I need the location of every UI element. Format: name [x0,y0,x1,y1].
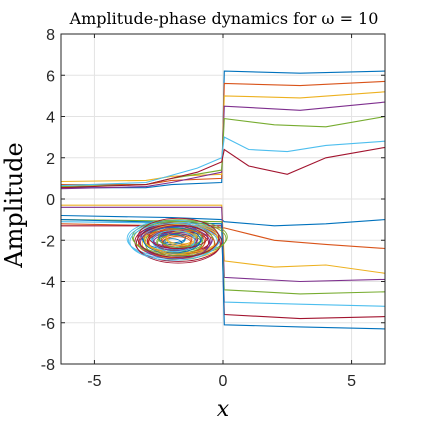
series-line [60,146,386,189]
y-tick-label: -4 [41,275,55,292]
series-line [60,91,386,183]
y-tick-label: 4 [46,110,55,127]
cluster-orbit [143,227,201,254]
cluster-orbit [137,217,220,258]
chart-title: Amplitude-phase dynamics for ω = 10 [69,9,379,28]
x-tick-label: 5 [347,373,356,390]
series-line [61,70,386,189]
y-tick-label: 0 [46,192,55,209]
plot-area [60,70,386,330]
series-line [60,214,386,227]
y-tick-label: 8 [46,27,55,44]
cluster-orbit [144,223,219,255]
x-axis-label: x [217,397,230,422]
x-tick-label: -5 [87,373,101,390]
series-line [60,101,386,190]
cluster-orbit [152,230,196,253]
tick-marks [61,33,385,365]
y-tick-label: 6 [46,68,55,85]
y-tick-label: -8 [41,357,55,374]
series-line [61,204,386,274]
cluster-orbit [153,233,198,251]
cluster-orbit [140,226,211,260]
y-axis-label: Amplitude [0,142,28,268]
x-tick-label: 0 [219,373,228,390]
cluster-orbit [133,220,227,257]
series-line [60,136,386,187]
cluster-orbit [129,223,218,261]
y-tick-label: -6 [41,316,55,333]
y-tick-label: 2 [46,151,55,168]
y-tick-label: -2 [41,233,55,250]
tick-labels: -5 0 5 -8 -6 -4 -2 0 2 4 6 8 [41,27,356,390]
